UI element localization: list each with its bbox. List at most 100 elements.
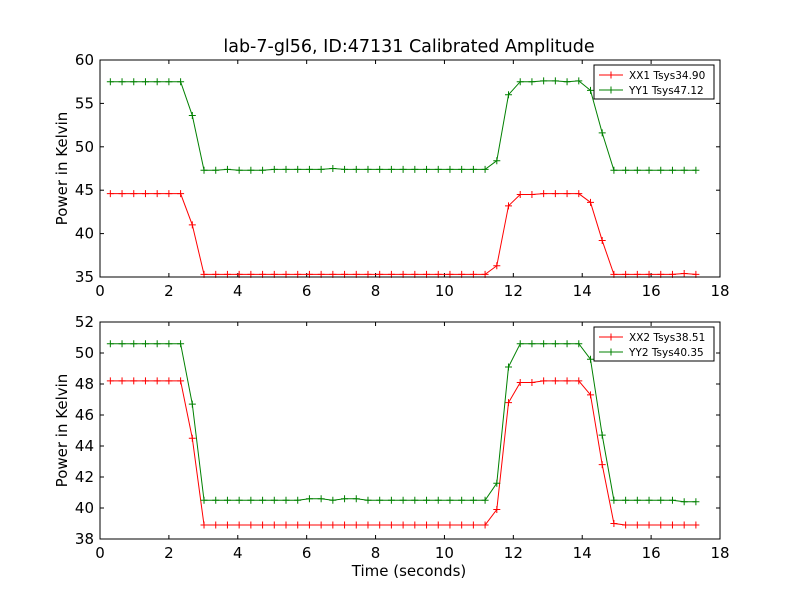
data-point-marker bbox=[212, 496, 220, 504]
y-tick-label: 50 bbox=[75, 138, 94, 156]
data-point-marker bbox=[551, 377, 559, 385]
y-tick-label: 40 bbox=[75, 499, 94, 517]
data-point-marker bbox=[575, 77, 583, 85]
data-point-marker bbox=[563, 78, 571, 86]
data-point-marker bbox=[680, 498, 688, 506]
data-point-marker bbox=[259, 496, 267, 504]
y-tick-label: 60 bbox=[75, 51, 94, 69]
x-tick-label: 14 bbox=[573, 282, 592, 300]
axes-frame bbox=[99, 321, 721, 540]
data-point-marker bbox=[141, 190, 149, 198]
data-point-marker bbox=[668, 166, 676, 174]
data-point-marker bbox=[610, 496, 618, 504]
data-point-marker bbox=[563, 190, 571, 198]
data-point-marker bbox=[598, 129, 606, 137]
data-point-marker bbox=[680, 270, 688, 278]
data-point-marker bbox=[282, 496, 290, 504]
data-point-marker bbox=[223, 521, 231, 529]
data-point-marker bbox=[633, 521, 641, 529]
y-tick-label: 42 bbox=[75, 468, 94, 486]
data-point-marker bbox=[505, 202, 513, 210]
data-point-marker bbox=[329, 165, 337, 172]
data-point-marker bbox=[212, 521, 220, 529]
data-point-marker bbox=[540, 377, 548, 385]
data-point-marker bbox=[458, 521, 466, 529]
data-point-marker bbox=[141, 377, 149, 385]
data-point-marker bbox=[645, 521, 653, 529]
data-point-marker bbox=[270, 165, 278, 173]
x-tick-label: 10 bbox=[435, 544, 454, 562]
data-point-marker bbox=[212, 166, 220, 174]
data-point-marker bbox=[446, 521, 454, 529]
data-point-marker bbox=[505, 91, 513, 99]
data-point-marker bbox=[469, 496, 477, 504]
data-point-marker bbox=[177, 78, 185, 86]
chart-title: lab-7-gl56, ID:47131 Calibrated Amplitud… bbox=[223, 37, 594, 57]
data-point-marker bbox=[516, 191, 524, 199]
data-point-marker bbox=[106, 78, 114, 86]
y-tick-label: 48 bbox=[75, 375, 94, 393]
data-point-marker bbox=[235, 521, 243, 529]
data-point-marker bbox=[645, 166, 653, 174]
data-point-marker bbox=[598, 461, 606, 469]
data-point-marker bbox=[376, 165, 384, 173]
data-point-marker bbox=[341, 495, 349, 503]
data-point-marker bbox=[551, 77, 559, 85]
x-tick-label: 14 bbox=[573, 544, 592, 562]
data-point-marker bbox=[200, 496, 208, 504]
data-point-marker bbox=[505, 399, 513, 407]
y-tick-label: 52 bbox=[75, 313, 94, 331]
data-point-marker bbox=[481, 496, 489, 504]
y-tick-label: 46 bbox=[75, 406, 94, 424]
x-tick-label: 16 bbox=[642, 544, 661, 562]
data-point-marker bbox=[458, 496, 466, 504]
data-point-marker bbox=[329, 496, 337, 504]
data-point-marker bbox=[130, 190, 138, 198]
data-point-marker bbox=[551, 340, 559, 348]
legend-marker bbox=[607, 86, 615, 94]
data-point-marker bbox=[516, 378, 524, 386]
data-point-marker bbox=[411, 496, 419, 504]
data-point-marker bbox=[622, 521, 630, 529]
data-point-marker bbox=[493, 262, 501, 270]
x-tick-label: 4 bbox=[233, 282, 243, 300]
x-tick-label: 4 bbox=[233, 544, 243, 562]
data-point-marker bbox=[364, 496, 372, 504]
data-point-marker bbox=[575, 340, 583, 348]
data-point-marker bbox=[598, 431, 606, 439]
data-point-marker bbox=[423, 496, 431, 504]
data-point-marker bbox=[341, 521, 349, 529]
data-point-marker bbox=[270, 521, 278, 529]
data-point-marker bbox=[610, 166, 618, 174]
data-point-marker bbox=[294, 496, 302, 504]
data-point-marker bbox=[586, 86, 594, 94]
data-point-marker bbox=[364, 521, 372, 529]
data-point-marker bbox=[528, 78, 536, 86]
data-point-marker bbox=[680, 521, 688, 529]
data-point-marker bbox=[528, 340, 536, 348]
data-point-marker bbox=[575, 190, 583, 198]
x-tick-label: 2 bbox=[164, 544, 174, 562]
data-point-marker bbox=[341, 165, 349, 173]
data-point-marker bbox=[247, 166, 255, 174]
data-point-marker bbox=[657, 521, 665, 529]
legend-marker bbox=[607, 333, 615, 341]
data-point-marker bbox=[610, 520, 618, 527]
data-point-marker bbox=[481, 165, 489, 173]
data-point-marker bbox=[141, 78, 149, 86]
data-point-marker bbox=[633, 166, 641, 174]
legend-box bbox=[593, 64, 715, 100]
data-point-marker bbox=[540, 190, 548, 198]
data-point-marker bbox=[399, 165, 407, 173]
data-point-marker bbox=[563, 340, 571, 348]
x-axis-label: Time (seconds) bbox=[351, 562, 467, 580]
data-point-marker bbox=[645, 496, 653, 504]
x-tick-label: 12 bbox=[504, 282, 523, 300]
data-point-marker bbox=[657, 166, 665, 174]
data-point-marker bbox=[458, 165, 466, 173]
data-point-marker bbox=[223, 165, 231, 173]
data-point-marker bbox=[106, 377, 114, 385]
data-point-marker bbox=[317, 165, 325, 173]
data-point-marker bbox=[294, 521, 302, 529]
data-point-marker bbox=[352, 521, 360, 529]
